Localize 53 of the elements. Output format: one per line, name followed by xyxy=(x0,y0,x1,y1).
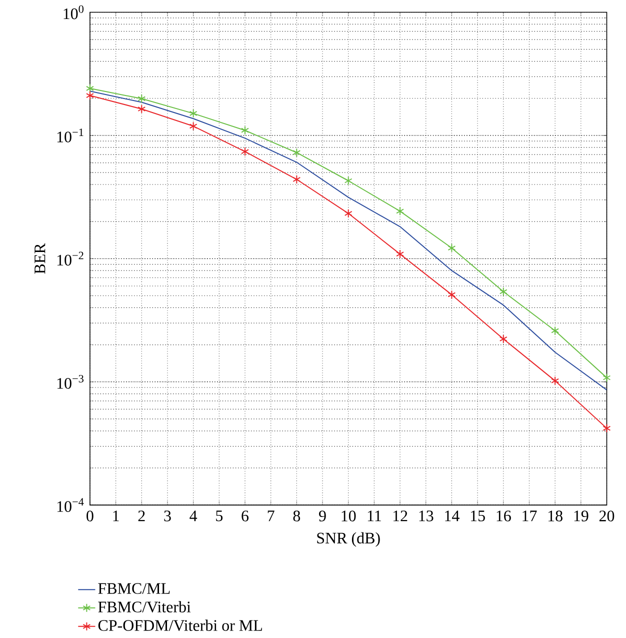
x-tick-label: 19 xyxy=(574,510,588,522)
x-tick-label: 10 xyxy=(342,510,356,522)
x-tick-label: 11 xyxy=(368,510,382,522)
x-tick-label: 6 xyxy=(242,510,249,522)
point xyxy=(500,334,508,344)
y-tick-label: 10$^{−4}$ xyxy=(58,498,84,512)
x-tick-label: 16 xyxy=(496,510,512,522)
x-tick-label: 7 xyxy=(268,510,275,522)
x-tick-label: 2 xyxy=(138,510,145,522)
point xyxy=(448,290,456,300)
point xyxy=(344,208,352,218)
y-tick-label: 10$^{−2}$ xyxy=(58,252,84,266)
point xyxy=(138,94,146,104)
point xyxy=(344,176,352,186)
x-tick-label: 14 xyxy=(445,510,460,522)
y-tick-label: 10$^{0}$ xyxy=(64,5,84,20)
x-tick-label: 17 xyxy=(522,510,537,522)
x-tick-label: 15 xyxy=(471,510,486,522)
point xyxy=(602,373,611,382)
point xyxy=(241,126,250,135)
point xyxy=(448,244,456,253)
x-tick-label: 18 xyxy=(548,510,563,522)
legend-label: CP-OFDM/Viterbi or ML xyxy=(98,620,262,631)
legend-label: FBMC/Viterbi xyxy=(98,601,191,612)
point xyxy=(602,424,611,433)
y-tick-label: 10$^{−3}$ xyxy=(58,374,84,389)
x-axis-title: SNR (dB) xyxy=(317,532,380,547)
legend-label: FBMC/ML xyxy=(98,583,170,594)
point xyxy=(551,326,560,336)
x-tick-label: 5 xyxy=(216,510,223,522)
x-tick-label: 3 xyxy=(164,510,171,522)
y-axis-title: BER xyxy=(34,243,46,274)
point xyxy=(138,104,146,114)
point xyxy=(241,147,250,156)
x-tick-label: 20 xyxy=(600,510,614,522)
point xyxy=(86,91,94,100)
point xyxy=(396,206,404,216)
x-tick-label: 4 xyxy=(190,510,198,522)
point xyxy=(292,174,301,184)
point xyxy=(189,122,198,131)
point xyxy=(551,376,560,386)
point xyxy=(500,287,508,296)
x-tick-label: 1 xyxy=(113,510,119,522)
x-tick-label: 9 xyxy=(319,510,326,522)
point xyxy=(396,250,404,259)
y-tick-label: 10$^{−1}$ xyxy=(58,128,84,142)
x-tick-label: 0 xyxy=(86,510,94,522)
point xyxy=(292,148,301,158)
x-tick-label: 13 xyxy=(419,510,434,522)
point xyxy=(189,108,198,118)
point xyxy=(86,84,94,93)
x-tick-label: 12 xyxy=(394,510,408,522)
x-tick-label: 8 xyxy=(293,510,300,522)
